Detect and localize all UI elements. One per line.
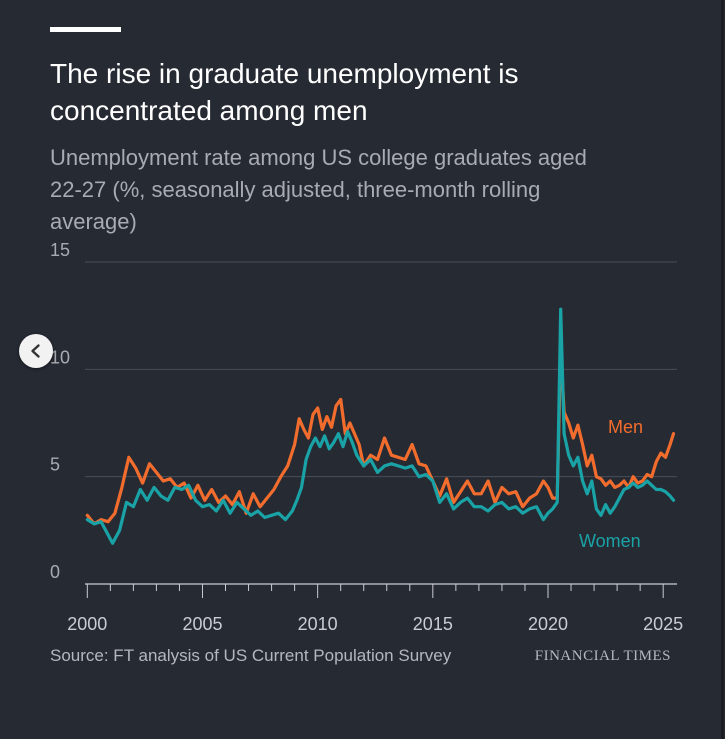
chart-subtitle: Unemployment rate among US college gradu… [50,145,587,234]
x-tick-label: 2005 [182,614,222,634]
series-lines [85,307,676,545]
y-tick-label: 5 [50,455,60,475]
previous-button[interactable] [19,334,53,368]
series-line-women [85,307,676,545]
series-line-men [85,346,676,526]
x-tick-label: 2020 [528,614,568,634]
x-tick-label: 2025 [643,614,683,634]
y-tick-label: 0 [50,562,60,582]
chevron-left-icon [31,344,40,358]
x-tick-label: 2015 [413,614,453,634]
men-label: Men [608,417,643,437]
line-chart: 0 5 10 15 2000 2005 2010 2015 2020 2025 Men Women [50,240,683,634]
x-axis: 2000 2005 2010 2015 2020 2025 [67,584,683,634]
x-tick-label: 2000 [67,614,107,634]
gridlines: 0 5 10 15 [50,240,677,585]
source-note: Source: FT analysis of US Current Popula… [50,646,452,665]
y-tick-label: 10 [50,347,70,367]
x-tick-label: 2010 [298,614,338,634]
brand-logo: FINANCIAL TIMES [534,648,671,664]
women-label: Women [579,531,641,551]
accent-bar [50,27,121,32]
series-labels: Men Women [579,417,643,551]
y-tick-label: 15 [50,240,70,260]
chart-title: The rise in graduate unemployment is con… [50,58,519,126]
